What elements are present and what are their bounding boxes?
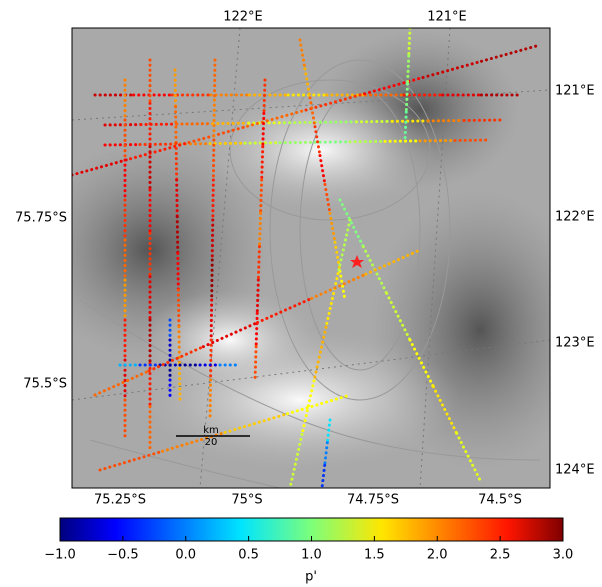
scale-unit: km — [203, 425, 219, 436]
right-label: 121°E — [555, 84, 595, 99]
colorbar-tick-label: −1.0 — [44, 548, 76, 563]
colorbar-tick-label: 0.0 — [175, 548, 196, 563]
right-label: 124°E — [555, 463, 595, 478]
colorbar-tick-label: 3.0 — [553, 548, 574, 563]
bottom-label: 75.25°S — [94, 493, 146, 508]
bottom-label: 74.5°S — [478, 493, 522, 508]
colorbar-tick-label: 1.5 — [364, 548, 385, 563]
left-label: 75.75°S — [15, 211, 67, 226]
left-label: 75.5°S — [23, 377, 67, 392]
bottom-label: 75°S — [231, 493, 262, 508]
right-label: 123°E — [555, 336, 595, 351]
bottom-label: 74.75°S — [347, 493, 399, 508]
colorbar-tick-label: −0.5 — [107, 548, 139, 563]
colorbar-tick-label: 2.5 — [490, 548, 511, 563]
colorbar-tick-label: 2.0 — [427, 548, 448, 563]
colorbar-tick-label: 1.0 — [301, 548, 322, 563]
top-label: 122°E — [223, 10, 263, 25]
scale-length: 20 — [205, 437, 218, 448]
right-label: 122°E — [555, 210, 595, 225]
colorbar-label: p' — [305, 570, 317, 585]
colorbar-tick-label: 0.5 — [238, 548, 259, 563]
map-figure: km 20 122°E 121°E 121°E 122°E 123°E 124°… — [0, 0, 602, 587]
top-label: 121°E — [427, 10, 467, 25]
